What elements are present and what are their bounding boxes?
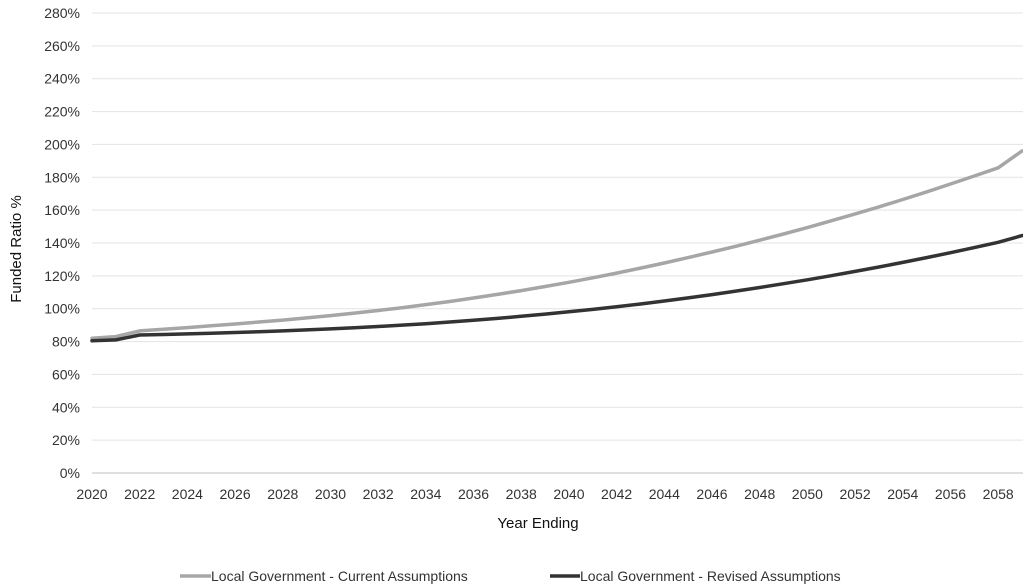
y-tick-label: 160% — [44, 202, 80, 218]
y-tick-label: 140% — [44, 235, 80, 251]
x-tick-label: 2054 — [887, 486, 918, 502]
x-tick-label: 2044 — [649, 486, 680, 502]
x-tick-label: 2038 — [506, 486, 537, 502]
x-tick-label: 2040 — [553, 486, 584, 502]
x-tick-label: 2026 — [219, 486, 250, 502]
y-tick-label: 60% — [52, 366, 80, 382]
x-tick-label: 2034 — [410, 486, 441, 502]
x-tick-label: 2032 — [363, 486, 394, 502]
y-tick-label: 240% — [44, 71, 80, 87]
y-tick-label: 280% — [44, 5, 80, 21]
legend-item-revised: Local Government - Revised Assumptions — [550, 568, 841, 584]
y-tick-label: 120% — [44, 268, 80, 284]
y-axis-title: Funded Ratio % — [8, 195, 25, 303]
x-tick-label: 2052 — [839, 486, 870, 502]
legend: Local Government - Current Assumptions L… — [180, 568, 841, 584]
x-tick-label: 2058 — [983, 486, 1014, 502]
x-tick-label: 2042 — [601, 486, 632, 502]
series-line-revised — [90, 233, 1023, 343]
y-tick-label: 180% — [44, 169, 80, 185]
x-tick-label: 2056 — [935, 486, 966, 502]
y-tick-label: 20% — [52, 432, 80, 448]
x-tick-label: 2020 — [76, 486, 107, 502]
y-tick-label: 100% — [44, 301, 80, 317]
y-tick-label: 80% — [52, 334, 80, 350]
legend-label-revised: Local Government - Revised Assumptions — [580, 568, 841, 584]
legend-item-current: Local Government - Current Assumptions — [180, 568, 468, 584]
y-tick-label: 200% — [44, 136, 80, 152]
x-tick-label: 2030 — [315, 486, 346, 502]
y-tick-label: 260% — [44, 38, 80, 54]
gridlines — [92, 12, 1023, 474]
series-line-current — [90, 149, 1023, 341]
x-axis-ticks: 2020 2022 2024 2026 2028 2030 2032 2034 2036 2038… — [76, 486, 1014, 502]
y-tick-label: 0% — [60, 465, 80, 481]
y-tick-label: 40% — [52, 399, 80, 415]
legend-label-current: Local Government - Current Assumptions — [211, 568, 468, 584]
x-tick-label: 2050 — [792, 486, 823, 502]
y-tick-label: 220% — [44, 104, 80, 120]
x-tick-label: 2028 — [267, 486, 298, 502]
y-axis-ticks: 0% 20% 40% 60% 80% 100% 120% 140% 160% 180% 200% 22… — [44, 5, 80, 481]
x-axis-title: Year Ending — [497, 515, 578, 532]
x-tick-label: 2048 — [744, 486, 775, 502]
x-tick-label: 2036 — [458, 486, 489, 502]
series-lines — [90, 149, 1023, 343]
x-tick-label: 2046 — [696, 486, 727, 502]
x-tick-label: 2022 — [124, 486, 155, 502]
x-tick-label: 2024 — [172, 486, 203, 502]
